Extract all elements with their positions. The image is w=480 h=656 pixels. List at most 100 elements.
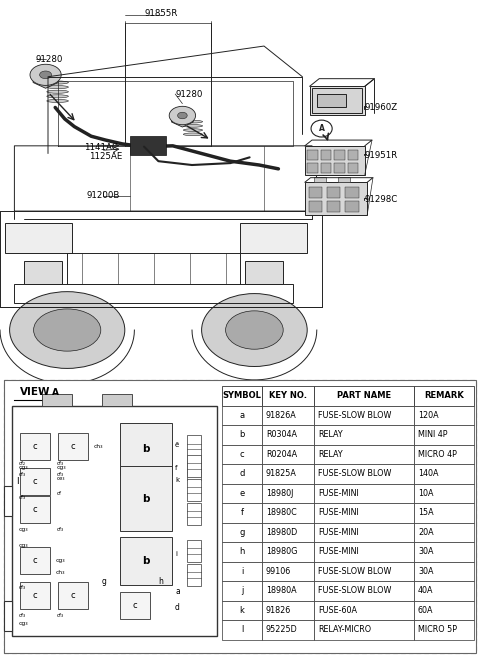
Text: FUSE-MINI: FUSE-MINI — [318, 528, 359, 537]
Bar — [245, 261, 283, 284]
Text: cf: cf — [57, 491, 62, 496]
Text: 91200B: 91200B — [86, 191, 120, 200]
Text: R0304A: R0304A — [266, 430, 297, 440]
Bar — [102, 394, 132, 406]
Text: SYMBOL: SYMBOL — [223, 392, 262, 400]
Bar — [262, 425, 314, 445]
Text: cg₃: cg₃ — [19, 464, 29, 470]
Text: 91298C: 91298C — [365, 195, 398, 204]
Text: 91960Z: 91960Z — [365, 103, 398, 112]
Text: c: c — [33, 477, 37, 486]
Text: 1141AC: 1141AC — [84, 143, 118, 152]
Text: R0204A: R0204A — [266, 450, 297, 459]
Bar — [309, 201, 322, 212]
Text: REMARK: REMARK — [424, 392, 464, 400]
Ellipse shape — [10, 292, 125, 369]
Text: b: b — [142, 556, 150, 566]
Text: c: c — [71, 442, 75, 451]
Text: A: A — [51, 388, 59, 397]
Bar — [262, 620, 314, 640]
Bar — [120, 592, 150, 619]
Bar — [222, 503, 262, 523]
Bar — [314, 176, 326, 182]
Text: cg₃: cg₃ — [19, 527, 29, 531]
Bar — [348, 150, 358, 161]
Bar — [222, 445, 262, 464]
Ellipse shape — [169, 106, 196, 125]
Bar — [12, 406, 217, 636]
Bar — [262, 503, 314, 523]
Bar — [187, 435, 201, 457]
Text: cf₃: cf₃ — [57, 461, 64, 466]
Text: c: c — [132, 601, 137, 610]
Text: cf₃: cf₃ — [19, 472, 26, 477]
Bar — [414, 386, 474, 405]
Text: cf₃: cf₃ — [57, 527, 64, 531]
Text: FUSE-SLOW BLOW: FUSE-SLOW BLOW — [318, 470, 391, 478]
Text: 91826A: 91826A — [266, 411, 297, 420]
Text: 140A: 140A — [418, 470, 439, 478]
Bar — [20, 582, 50, 609]
Bar — [58, 433, 88, 460]
Text: f: f — [240, 508, 243, 518]
Text: cg₃: cg₃ — [19, 621, 29, 626]
Text: 91825A: 91825A — [266, 470, 297, 478]
Text: l: l — [16, 477, 19, 485]
Bar — [414, 562, 474, 581]
Bar — [414, 503, 474, 523]
Bar — [222, 523, 262, 542]
Text: 95225D: 95225D — [266, 625, 298, 634]
Text: 18980G: 18980G — [266, 547, 298, 556]
Text: 18980J: 18980J — [266, 489, 293, 498]
Text: MICRO 4P: MICRO 4P — [418, 450, 457, 459]
Bar — [187, 503, 201, 525]
Text: b: b — [142, 444, 150, 454]
Bar — [67, 253, 240, 284]
Text: KEY NO.: KEY NO. — [269, 392, 307, 400]
Bar — [314, 600, 414, 620]
Bar — [222, 425, 262, 445]
Text: i: i — [241, 567, 243, 576]
Bar — [14, 284, 293, 303]
Text: cf₃: cf₃ — [57, 613, 64, 617]
Bar — [222, 581, 262, 600]
Text: j: j — [241, 586, 243, 595]
Text: ch₃: ch₃ — [56, 569, 65, 575]
Bar — [4, 601, 12, 631]
Text: RELAY: RELAY — [318, 430, 343, 440]
Text: FUSE-60A: FUSE-60A — [318, 605, 357, 615]
Bar — [187, 479, 201, 501]
Text: FUSE-MINI: FUSE-MINI — [318, 547, 359, 556]
Bar — [314, 483, 414, 503]
Text: cf₃: cf₃ — [57, 472, 64, 477]
Ellipse shape — [39, 71, 52, 79]
Bar — [305, 182, 367, 215]
Text: k: k — [175, 477, 179, 483]
Text: e: e — [240, 489, 245, 498]
Bar — [314, 464, 414, 483]
Text: 60A: 60A — [418, 605, 433, 615]
Ellipse shape — [47, 85, 68, 89]
Bar — [334, 163, 345, 173]
Text: cg₃: cg₃ — [19, 543, 29, 548]
Bar — [262, 483, 314, 503]
Text: cg₃: cg₃ — [56, 558, 66, 563]
Bar — [307, 150, 318, 161]
Bar — [120, 423, 172, 475]
Text: MICRO 5P: MICRO 5P — [418, 625, 457, 634]
Bar — [314, 562, 414, 581]
Bar — [20, 468, 50, 495]
Bar — [5, 222, 72, 253]
Bar — [4, 486, 12, 516]
Text: c: c — [240, 450, 244, 459]
Text: k: k — [240, 605, 244, 615]
Bar — [222, 386, 262, 405]
Text: VIEW: VIEW — [20, 387, 50, 397]
Bar — [262, 464, 314, 483]
Ellipse shape — [34, 309, 101, 351]
Ellipse shape — [47, 94, 68, 98]
Bar — [222, 542, 262, 562]
Text: FUSE-MINI: FUSE-MINI — [318, 489, 359, 498]
Polygon shape — [171, 107, 193, 127]
Bar — [42, 394, 72, 406]
